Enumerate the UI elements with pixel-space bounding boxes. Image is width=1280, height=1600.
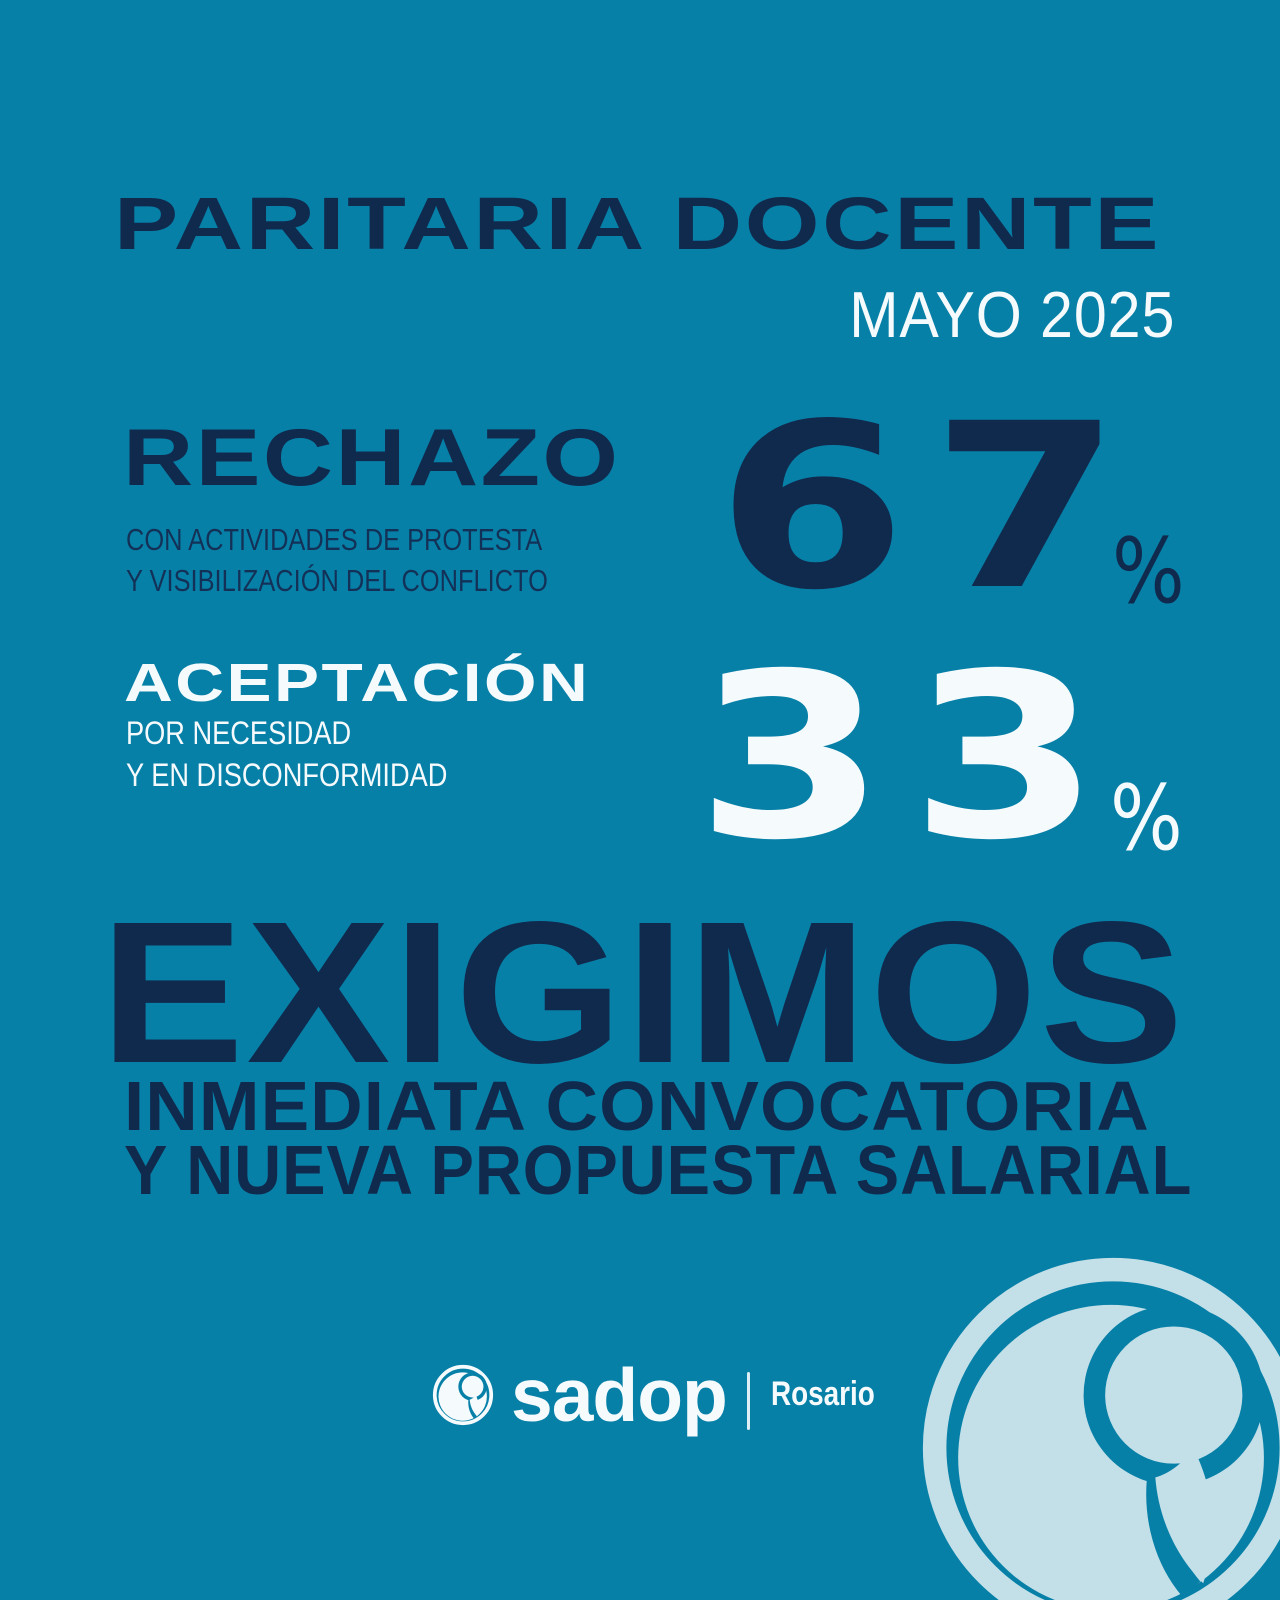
poster-period: MAYO 2025: [848, 278, 1175, 351]
result-description-aceptacion: POR NECESIDAD Y EN DISCONFORMIDAD: [126, 712, 447, 796]
demand-line-2: Y NUEVA PROPUESTA SALARIAL: [124, 1131, 1193, 1209]
brand-region-label: Rosario: [771, 1375, 875, 1413]
result-description-line: Y EN DISCONFORMIDAD: [126, 757, 448, 793]
sadop-logo-icon: [432, 1364, 494, 1426]
poster-title: PARITARIA DOCENTE: [114, 182, 1162, 265]
result-label-rechazo: RECHAZO: [123, 413, 621, 503]
result-label-aceptacion: ACEPTACIÓN: [124, 653, 591, 713]
percent-sign-rechazo: %: [1112, 519, 1185, 624]
demand-line-1: INMEDIATA CONVOCATORIA: [124, 1067, 1150, 1145]
result-description-rechazo: CON ACTIVIDADES DE PROTESTA Y VISIBILIZA…: [126, 519, 548, 601]
result-description-line: Y VISIBILIZACIÓN DEL CONFLICTO: [126, 563, 548, 598]
percent-sign-aceptacion: %: [1110, 766, 1183, 871]
result-description-line: POR NECESIDAD: [126, 715, 352, 751]
sadop-watermark-icon: [917, 1252, 1280, 1600]
result-description-line: CON ACTIVIDADES DE PROTESTA: [126, 522, 543, 557]
result-value-aceptacion: 33: [695, 624, 1124, 890]
result-value-rechazo: 67: [716, 374, 1145, 640]
sadop-wordmark: sadop: [511, 1353, 728, 1437]
brand-divider: [747, 1372, 750, 1430]
demand-headline: EXIGIMOS: [100, 879, 1186, 1105]
